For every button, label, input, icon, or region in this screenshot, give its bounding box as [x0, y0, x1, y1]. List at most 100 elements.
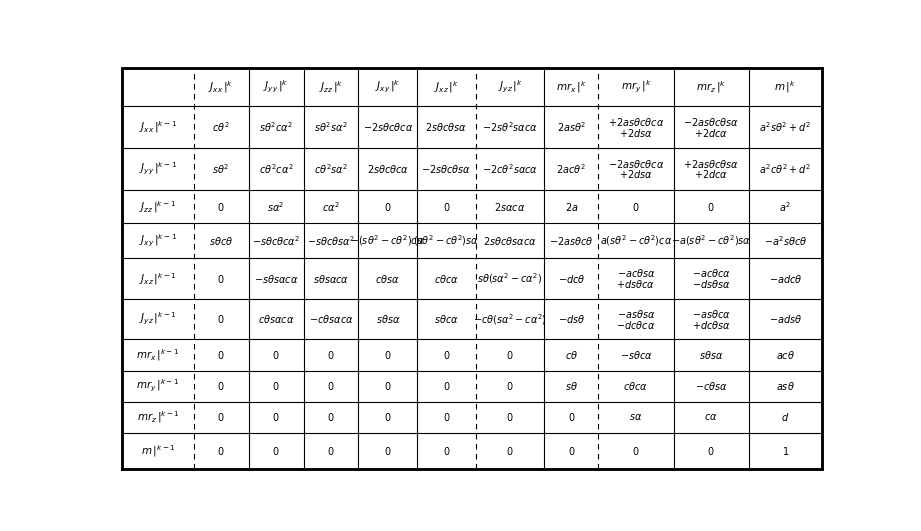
Text: $-ac\theta c\alpha$: $-ac\theta c\alpha$ [692, 267, 730, 279]
Text: $J_{xz}\,|^k$: $J_{xz}\,|^k$ [434, 79, 459, 95]
Text: $-c\theta s\alpha c\alpha$: $-c\theta s\alpha c\alpha$ [309, 313, 354, 325]
Text: $0$: $0$ [707, 445, 715, 457]
Text: $0$: $0$ [327, 445, 334, 457]
Text: $+2dc\alpha$: $+2dc\alpha$ [694, 168, 729, 181]
Text: $s\theta^2c\alpha^2$: $s\theta^2c\alpha^2$ [259, 121, 293, 134]
Text: $s\theta s\alpha$: $s\theta s\alpha$ [699, 349, 723, 361]
Text: $0$: $0$ [273, 349, 280, 361]
Text: $c\theta c\alpha$: $c\theta c\alpha$ [434, 272, 459, 285]
Text: $c\theta^2c\alpha^2$: $c\theta^2c\alpha^2$ [259, 162, 294, 176]
Text: $0$: $0$ [217, 313, 225, 325]
Text: $1$: $1$ [782, 445, 789, 457]
Text: $a(s\theta^2-c\theta^2)c\alpha$: $a(s\theta^2-c\theta^2)c\alpha$ [600, 234, 672, 248]
Text: $-s\theta c\alpha$: $-s\theta c\alpha$ [620, 349, 652, 361]
Text: $-2c\theta^2s\alpha c\alpha$: $-2c\theta^2s\alpha c\alpha$ [482, 162, 538, 176]
Text: $s\alpha^2$: $s\alpha^2$ [267, 200, 285, 213]
Text: $s\theta c\theta$: $s\theta c\theta$ [209, 235, 233, 247]
Text: $J_{yy}\,|^k$: $J_{yy}\,|^k$ [263, 79, 289, 95]
Text: $J_{zz}\,|^k$: $J_{zz}\,|^k$ [319, 79, 344, 95]
Text: $0$: $0$ [443, 445, 450, 457]
Text: $+dc\theta s\alpha$: $+dc\theta s\alpha$ [692, 319, 730, 330]
Text: $0$: $0$ [632, 201, 640, 212]
Text: $0$: $0$ [443, 380, 450, 392]
Text: $2ac\theta^2$: $2ac\theta^2$ [556, 162, 586, 176]
Text: $0$: $0$ [443, 349, 450, 361]
Text: $-(s\theta^2-c\theta^2)c\alpha$: $-(s\theta^2-c\theta^2)c\alpha$ [351, 234, 426, 248]
Text: $+2as\theta c\theta s\alpha$: $+2as\theta c\theta s\alpha$ [683, 158, 740, 170]
Text: $-dc\theta$: $-dc\theta$ [557, 272, 585, 285]
Text: $2s\theta c\theta s\alpha c\alpha$: $2s\theta c\theta s\alpha c\alpha$ [484, 235, 537, 247]
Text: $a^2c\theta^2+d^2$: $a^2c\theta^2+d^2$ [759, 162, 811, 176]
Text: $0$: $0$ [443, 412, 450, 423]
Text: $-as\theta s\alpha$: $-as\theta s\alpha$ [617, 308, 655, 320]
Text: $0$: $0$ [443, 201, 450, 212]
Text: $0$: $0$ [384, 380, 391, 392]
Text: $c\alpha^2$: $c\alpha^2$ [322, 200, 340, 213]
Text: $-s\theta c\theta c\alpha^2$: $-s\theta c\theta c\alpha^2$ [252, 234, 300, 248]
Text: $2as\theta^2$: $2as\theta^2$ [556, 121, 586, 134]
Text: $mr_z\,|^{k-1}$: $mr_z\,|^{k-1}$ [136, 409, 180, 425]
Text: $0$: $0$ [217, 412, 225, 423]
Text: $c\theta^2s\alpha^2$: $c\theta^2s\alpha^2$ [314, 162, 348, 176]
Text: $0$: $0$ [384, 445, 391, 457]
Text: $s\theta(s\alpha^2-c\alpha^2)$: $s\theta(s\alpha^2-c\alpha^2)$ [477, 271, 542, 286]
Text: $m\,|^k$: $m\,|^k$ [775, 79, 796, 95]
Text: $J_{xy}\,|^k$: $J_{xy}\,|^k$ [375, 79, 401, 95]
Text: $0$: $0$ [273, 445, 280, 457]
Text: $0$: $0$ [217, 201, 225, 212]
Text: $0$: $0$ [384, 412, 391, 423]
Text: $a^2$: $a^2$ [779, 200, 791, 213]
Text: $J_{zz}\,|^{k-1}$: $J_{zz}\,|^{k-1}$ [139, 199, 177, 215]
Text: $0$: $0$ [217, 349, 225, 361]
Text: $-s\theta s\alpha c\alpha$: $-s\theta s\alpha c\alpha$ [254, 272, 298, 285]
Text: $0$: $0$ [327, 349, 334, 361]
Text: $2s\theta c\theta s\alpha$: $2s\theta c\theta s\alpha$ [426, 121, 468, 133]
Text: $a^2s\theta^2+d^2$: $a^2s\theta^2+d^2$ [759, 121, 811, 134]
Text: $J_{xy}\,|^{k-1}$: $J_{xy}\,|^{k-1}$ [139, 233, 177, 249]
Text: $+ds\theta c\alpha$: $+ds\theta c\alpha$ [616, 278, 656, 290]
Text: $J_{yz}\,|^k$: $J_{yz}\,|^k$ [497, 79, 522, 95]
Text: $-c\theta(s\alpha^2-c\alpha^2)$: $-c\theta(s\alpha^2-c\alpha^2)$ [473, 312, 547, 327]
Text: $J_{xx}\,|^{k-1}$: $J_{xx}\,|^{k-1}$ [139, 119, 177, 135]
Text: $+2ds\alpha$: $+2ds\alpha$ [619, 126, 653, 139]
Text: $d$: $d$ [781, 412, 789, 423]
Text: $-c\theta s\alpha$: $-c\theta s\alpha$ [694, 380, 728, 392]
Text: $-ds\theta s\alpha$: $-ds\theta s\alpha$ [692, 278, 730, 290]
Text: $-a(s\theta^2-c\theta^2)s\alpha$: $-a(s\theta^2-c\theta^2)s\alpha$ [671, 234, 752, 248]
Text: $-ds\theta$: $-ds\theta$ [558, 313, 585, 325]
Text: $0$: $0$ [217, 380, 225, 392]
Text: $-adc\theta$: $-adc\theta$ [768, 272, 802, 285]
Text: $J_{yy}\,|^{k-1}$: $J_{yy}\,|^{k-1}$ [139, 161, 177, 177]
Text: $mr_y\,|^{k-1}$: $mr_y\,|^{k-1}$ [136, 378, 180, 395]
Text: $J_{xz}\,|^{k-1}$: $J_{xz}\,|^{k-1}$ [139, 271, 177, 287]
Text: $mr_x\,|^k$: $mr_x\,|^k$ [556, 79, 587, 95]
Text: $s\theta s\alpha$: $s\theta s\alpha$ [376, 313, 400, 325]
Text: $-2s\theta c\theta c\alpha$: $-2s\theta c\theta c\alpha$ [363, 121, 413, 133]
Text: $-2as\theta c\theta c\alpha$: $-2as\theta c\theta c\alpha$ [608, 158, 664, 170]
Text: $2a$: $2a$ [565, 201, 578, 212]
Text: $0$: $0$ [507, 349, 514, 361]
Text: $s\theta c\alpha$: $s\theta c\alpha$ [434, 313, 459, 325]
Text: $-2as\theta c\theta s\alpha$: $-2as\theta c\theta s\alpha$ [683, 116, 740, 128]
Text: $-ac\theta s\alpha$: $-ac\theta s\alpha$ [616, 267, 656, 279]
Text: $s\theta^2s\alpha^2$: $s\theta^2s\alpha^2$ [314, 121, 348, 134]
Text: $0$: $0$ [567, 412, 575, 423]
Text: $0$: $0$ [217, 445, 225, 457]
Text: $J_{yz}\,|^{k-1}$: $J_{yz}\,|^{k-1}$ [139, 311, 177, 327]
Text: $0$: $0$ [507, 380, 514, 392]
Text: $s\theta$: $s\theta$ [565, 380, 577, 392]
Text: $+2ds\alpha$: $+2ds\alpha$ [619, 168, 653, 181]
Text: $2s\theta c\theta c\alpha$: $2s\theta c\theta c\alpha$ [367, 163, 409, 175]
Text: $2s\alpha c\alpha$: $2s\alpha c\alpha$ [495, 201, 526, 212]
Text: $0$: $0$ [327, 380, 334, 392]
Text: $-s\theta c\theta s\alpha^2$: $-s\theta c\theta s\alpha^2$ [307, 234, 355, 248]
Text: $c\theta$: $c\theta$ [565, 349, 577, 361]
Text: $-2s\theta^2s\alpha c\alpha$: $-2s\theta^2s\alpha c\alpha$ [482, 121, 538, 134]
Text: $0$: $0$ [384, 349, 391, 361]
Text: $0$: $0$ [567, 445, 575, 457]
Text: $J_{xx}\,|^k$: $J_{xx}\,|^k$ [208, 79, 234, 95]
Text: $-dc\theta c\alpha$: $-dc\theta c\alpha$ [616, 319, 656, 330]
Text: $mr_x\,|^{k-1}$: $mr_x\,|^{k-1}$ [136, 347, 180, 363]
Text: $-2as\theta c\theta$: $-2as\theta c\theta$ [549, 235, 593, 247]
Text: $as\theta$: $as\theta$ [775, 380, 795, 392]
